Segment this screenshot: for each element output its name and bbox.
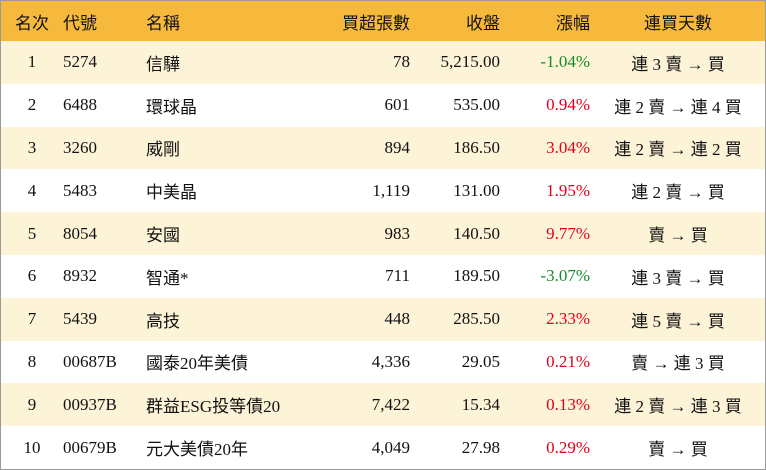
name-cell[interactable]: 智通* [146, 268, 189, 288]
name-cell[interactable]: 國泰20年美債 [146, 354, 248, 374]
days-cell: 連 3 賣 → 買 [631, 54, 725, 74]
table-row[interactable]: 7 5439 高技 448 285.50 2.33% 連 5 賣 → 買 [1, 297, 765, 341]
header-name[interactable]: 名稱 [146, 13, 180, 33]
rank-cell: 2 [27, 95, 37, 115]
close-cell: 15.34 [461, 394, 500, 414]
header-rank[interactable]: 名次 [15, 13, 49, 33]
days-cell: 連 2 賣 → 買 [631, 183, 725, 203]
code-cell: 5439 [63, 309, 97, 329]
change-cell: 0.29% [546, 437, 590, 457]
header-change[interactable]: 漲幅 [556, 13, 590, 33]
table-row[interactable]: 3 3260 威剛 894 186.50 3.04% 連 2 賣 → 連 2 買 [1, 126, 765, 170]
close-cell: 140.50 [453, 223, 500, 243]
name-cell[interactable]: 威剛 [146, 140, 180, 160]
close-cell: 189.50 [453, 266, 500, 286]
change-cell: 3.04% [546, 137, 590, 157]
code-cell: 5274 [63, 52, 97, 72]
volume-cell: 1,119 [372, 180, 410, 200]
code-cell: 5483 [63, 180, 97, 200]
table-row[interactable]: 5 8054 安國 983 140.50 9.77% 賣 → 買 [1, 212, 765, 255]
change-cell: -3.07% [540, 266, 590, 286]
code-cell: 6488 [63, 95, 97, 115]
name-cell[interactable]: 環球晶 [146, 97, 197, 117]
rank-cell: 5 [27, 223, 37, 243]
table-row[interactable]: 6 8932 智通* 711 189.50 -3.07% 連 3 賣 → 買 [1, 254, 765, 298]
header-volume[interactable]: 買超張數 [342, 13, 410, 33]
table-row[interactable]: 2 6488 環球晶 601 535.00 0.94% 連 2 賣 → 連 4 … [1, 83, 765, 127]
close-cell: 27.98 [461, 437, 500, 457]
name-cell[interactable]: 信驊 [146, 54, 180, 74]
code-cell: 00679B [63, 437, 117, 457]
code-cell: 00687B [63, 351, 117, 371]
days-cell: 連 2 賣 → 連 4 買 [614, 97, 742, 117]
header-days[interactable]: 連買天數 [644, 13, 712, 33]
days-cell: 賣 → 買 [648, 440, 708, 460]
days-cell: 連 2 賣 → 連 2 買 [614, 140, 742, 160]
volume-cell: 601 [384, 95, 411, 115]
close-cell: 186.50 [453, 137, 500, 157]
change-cell: 1.95% [546, 180, 590, 200]
volume-cell: 78 [393, 52, 410, 72]
rank-cell: 8 [27, 351, 37, 371]
table-row[interactable]: 9 00937B 群益ESG投等債20 7,422 15.34 0.13% 連 … [1, 383, 765, 427]
table-body: 1 5274 信驊 78 5,215.00 -1.04% 連 3 賣 → 買 2… [1, 41, 765, 469]
rank-cell: 7 [27, 309, 37, 329]
change-cell: 0.94% [546, 95, 590, 115]
close-cell: 131.00 [453, 180, 500, 200]
name-cell[interactable]: 安國 [146, 226, 180, 246]
volume-cell: 983 [384, 223, 411, 243]
volume-cell: 4,336 [371, 351, 410, 371]
close-cell: 535.00 [453, 95, 500, 115]
close-cell: 29.05 [461, 351, 500, 371]
change-cell: 0.13% [546, 394, 590, 414]
rank-cell: 1 [27, 52, 37, 72]
volume-cell: 7,422 [371, 394, 410, 414]
rank-cell: 4 [27, 180, 37, 200]
name-cell[interactable]: 群益ESG投等債20 [146, 397, 281, 417]
volume-cell: 4,049 [371, 437, 410, 457]
days-cell: 賣 → 連 3 買 [631, 354, 725, 374]
table-row[interactable]: 10 00679B 元大美債20年 4,049 27.98 0.29% 賣 → … [1, 426, 765, 469]
close-cell: 5,215.00 [440, 52, 501, 72]
change-cell: 2.33% [546, 309, 590, 329]
header-close[interactable]: 收盤 [466, 13, 500, 33]
table-row[interactable]: 8 00687B 國泰20年美債 4,336 29.05 0.21% 賣 → 連… [1, 340, 765, 384]
header-code[interactable]: 代號 [63, 13, 97, 33]
rank-cell: 3 [27, 137, 37, 157]
rank-cell: 9 [27, 394, 37, 414]
days-cell: 連 5 賣 → 買 [631, 311, 725, 331]
change-cell: 9.77% [546, 223, 590, 243]
table-header-row: 名次 代號 名稱 買超張數 收盤 漲幅 連買天數 [1, 1, 765, 41]
volume-cell: 894 [384, 137, 411, 157]
table-row[interactable]: 1 5274 信驊 78 5,215.00 -1.04% 連 3 賣 → 買 [1, 41, 765, 84]
code-cell: 3260 [63, 137, 97, 157]
name-cell[interactable]: 高技 [146, 311, 180, 331]
change-cell: -1.04% [540, 52, 590, 72]
close-cell: 285.50 [453, 309, 500, 329]
rank-cell: 6 [27, 266, 37, 286]
days-cell: 連 2 賣 → 連 3 買 [614, 397, 742, 417]
name-cell[interactable]: 元大美債20年 [146, 440, 248, 460]
table-row[interactable]: 4 5483 中美晶 1,119 131.00 1.95% 連 2 賣 → 買 [1, 169, 765, 213]
days-cell: 賣 → 買 [648, 226, 708, 246]
volume-cell: 711 [385, 266, 410, 286]
code-cell: 00937B [63, 394, 117, 414]
change-cell: 0.21% [546, 351, 590, 371]
days-cell: 連 3 賣 → 買 [631, 268, 725, 288]
rank-cell: 10 [23, 437, 41, 457]
volume-cell: 448 [384, 309, 411, 329]
code-cell: 8054 [63, 223, 97, 243]
name-cell[interactable]: 中美晶 [146, 183, 197, 203]
code-cell: 8932 [63, 266, 97, 286]
